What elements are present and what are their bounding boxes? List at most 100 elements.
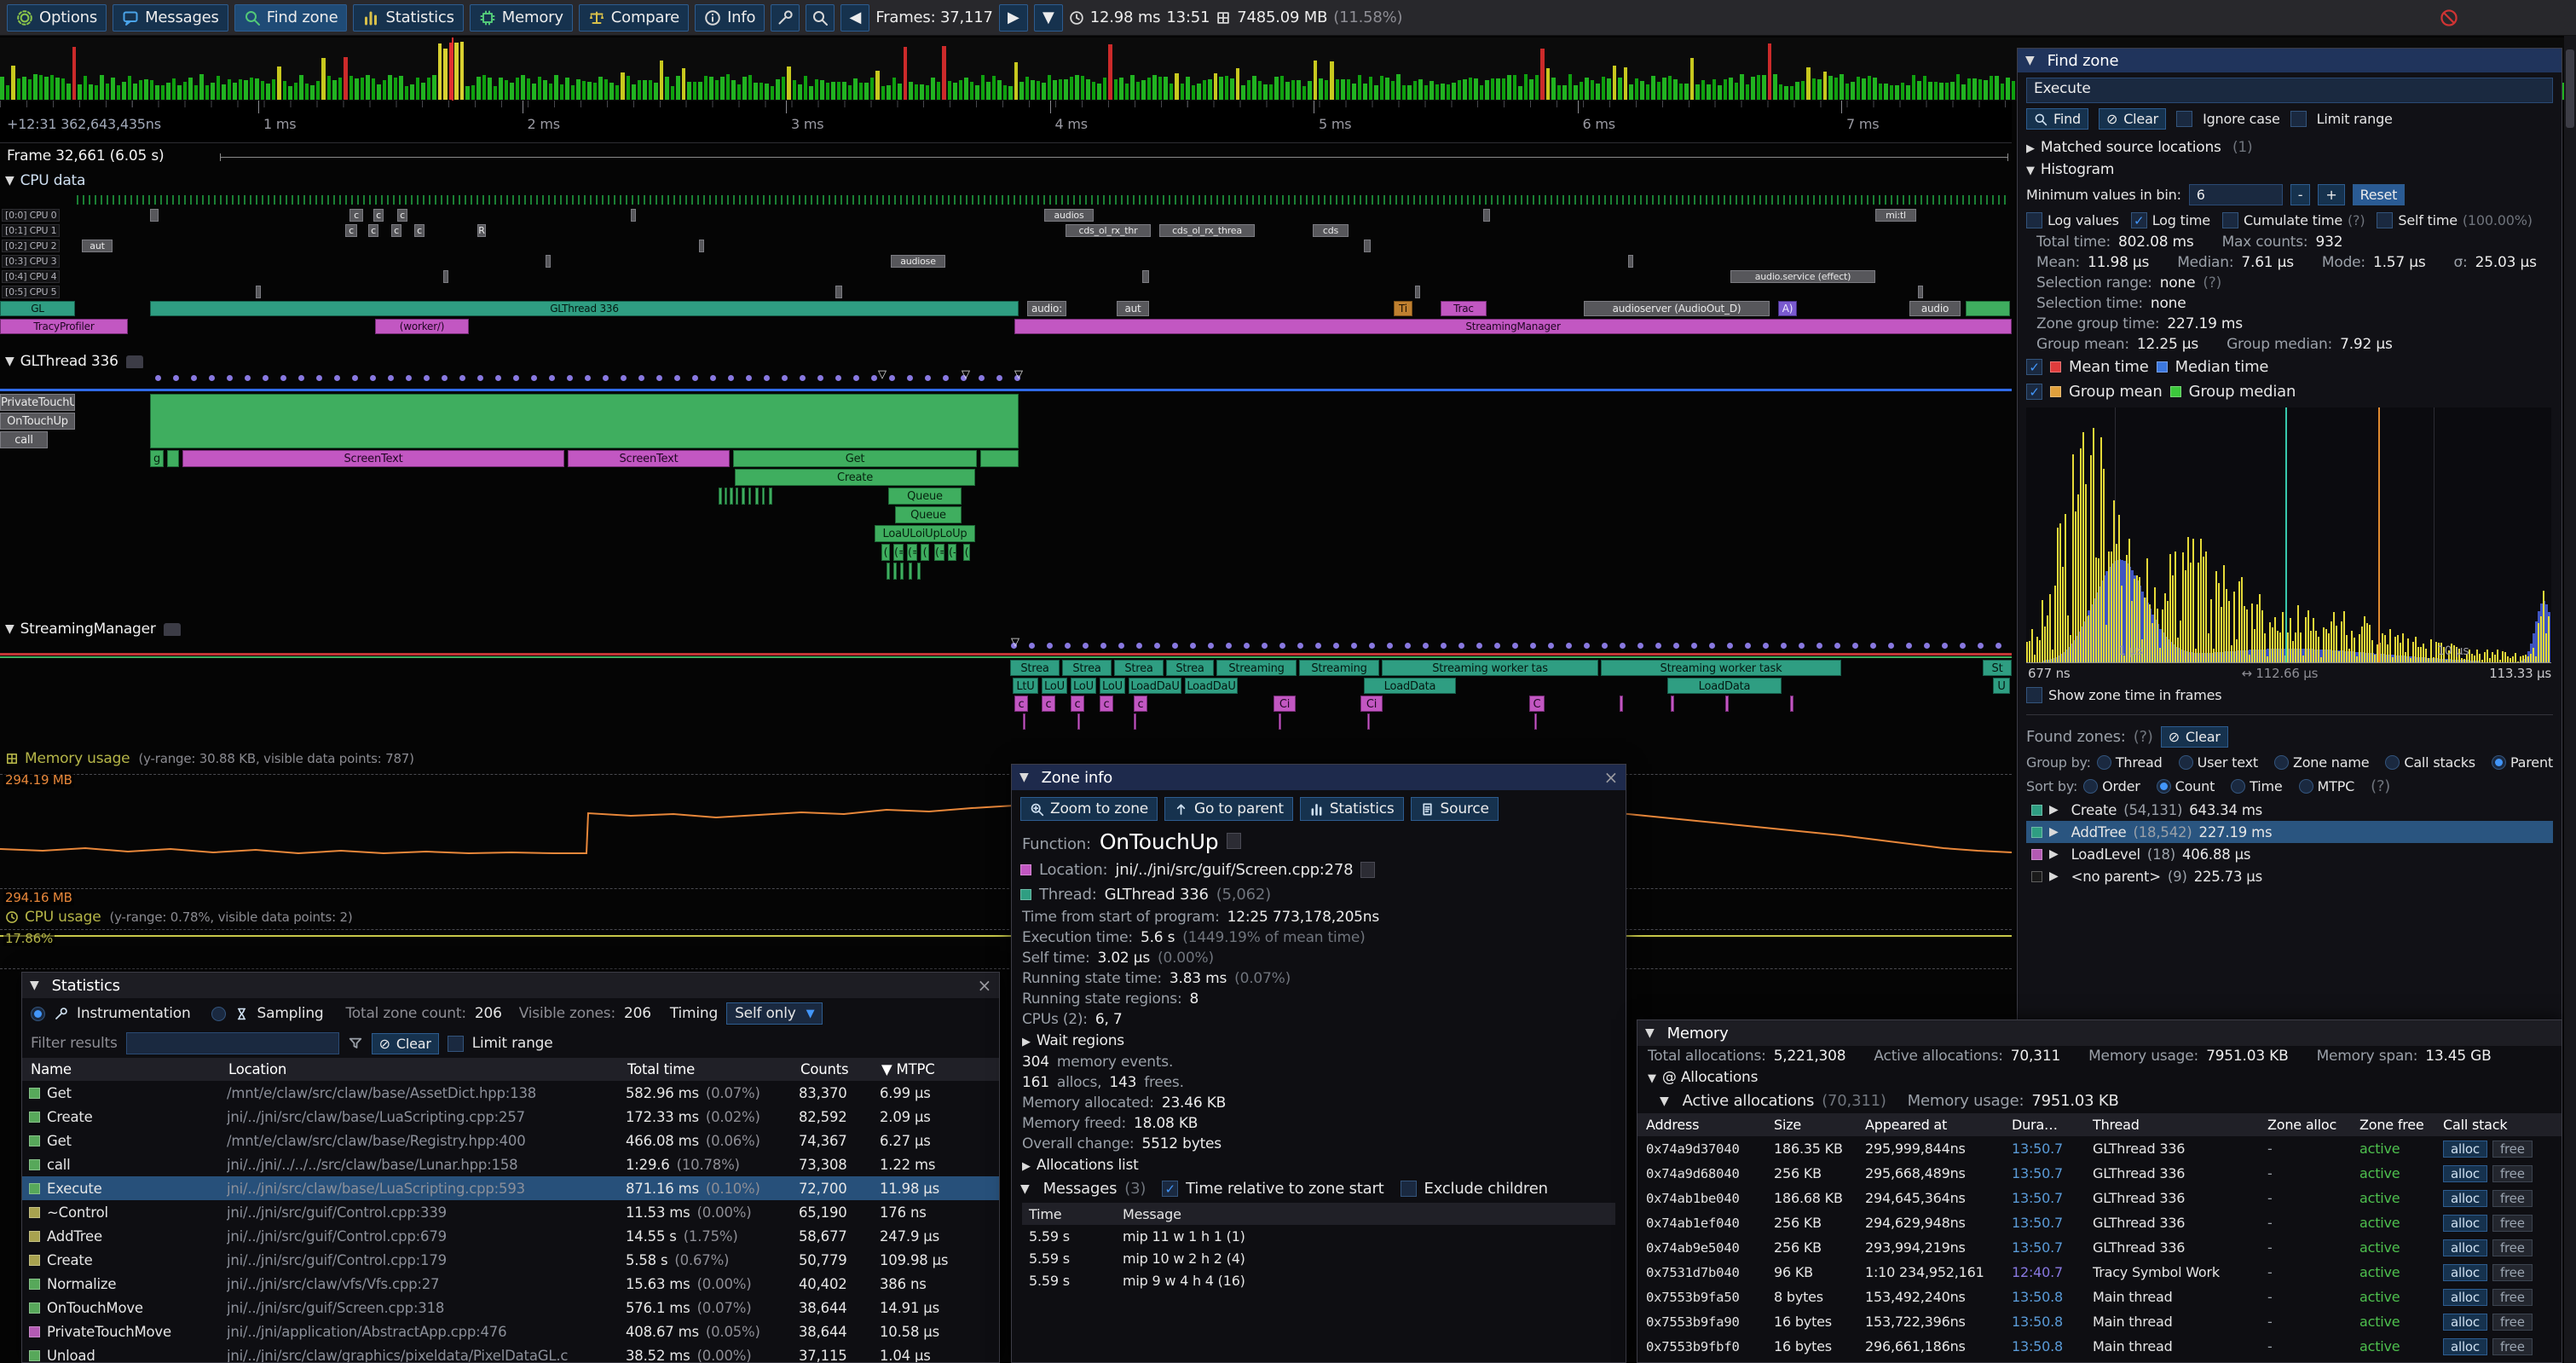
found-zone-group[interactable]: ▶ LoadLevel (18) 406.88 µs <box>2026 843 2553 865</box>
radio-circle[interactable] <box>2491 755 2506 770</box>
message-dot[interactable] <box>979 375 985 381</box>
toolbar-button-statistics[interactable]: Statistics <box>353 3 464 32</box>
column-header-time[interactable]: Time <box>1029 1205 1062 1222</box>
stream-message-dots[interactable]: ▽ <box>0 636 2012 651</box>
radio-thread[interactable]: Thread <box>2096 754 2163 771</box>
timeline-zone[interactable]: LoadDaU <box>1129 678 1181 694</box>
timeline-zone[interactable] <box>1367 713 1370 730</box>
free-callstack-button[interactable]: free <box>2492 1214 2533 1232</box>
app-scrollbar[interactable] <box>2564 36 2576 1363</box>
message-dot[interactable] <box>155 375 161 381</box>
timeline-zone[interactable] <box>730 488 733 505</box>
radio-call-stacks[interactable]: Call stacks <box>2385 754 2475 771</box>
message-dot[interactable] <box>1279 643 1285 649</box>
radio-user-text[interactable]: User text <box>2178 754 2258 771</box>
cpu-zone[interactable]: c <box>345 224 357 237</box>
clear-button[interactable]: ⊘ Clear <box>2098 108 2167 130</box>
cpu-zone[interactable]: audioserver (AudioOut_D) <box>1584 301 1770 316</box>
message-dot[interactable] <box>1960 643 1966 649</box>
min-bin-input[interactable]: 6 <box>2188 184 2283 205</box>
column-header-size[interactable]: Size <box>1774 1117 1802 1133</box>
timeline-zone[interactable]: Streaming worker task <box>1601 660 1841 676</box>
timeline-zone[interactable] <box>725 488 727 505</box>
message-dot[interactable] <box>656 375 662 381</box>
close-icon[interactable]: × <box>1603 767 1618 788</box>
cpu-zone[interactable]: c <box>349 209 363 222</box>
message-dot[interactable] <box>1226 643 1232 649</box>
time-ruler[interactable]: +12:31 362,643,435ns 1 ms 2 ms 3 ms 4 ms 5 m… <box>0 101 2012 143</box>
timeline-zone[interactable]: ( <box>921 544 929 561</box>
active-allocations-line[interactable]: ▼ Active allocations (70,311) Memory usa… <box>1637 1089 2562 1113</box>
message-dot[interactable] <box>1512 643 1518 649</box>
go-to-parent-button[interactable]: Go to parent <box>1164 797 1293 821</box>
column-header-total-time[interactable]: Total time <box>627 1061 696 1077</box>
timeline-zone[interactable] <box>748 488 751 505</box>
radio-circle[interactable] <box>2178 755 2193 770</box>
timeline-zone[interactable]: LoU <box>1100 678 1125 694</box>
message-dot[interactable] <box>531 375 537 381</box>
legend-checkbox[interactable] <box>2026 359 2042 375</box>
message-dot[interactable] <box>996 375 1002 381</box>
allocation-row[interactable]: 0x7553b9fbf0 16 bytes 296,661,186ns 13:50.8… <box>1637 1334 2562 1359</box>
cpu-zone[interactable]: A) <box>1778 301 1797 316</box>
message-dot[interactable] <box>1190 643 1196 649</box>
statistics-row[interactable]: ~Control jni/../jni/src/guif/Control.cpp:… <box>22 1200 999 1224</box>
legend-checkbox[interactable] <box>2026 384 2042 400</box>
exclude-children-checkbox[interactable] <box>1400 1181 1417 1197</box>
alloc-callstack-button[interactable]: alloc <box>2443 1214 2487 1232</box>
timeline-zone[interactable]: LoadDaU <box>1185 678 1238 694</box>
alloc-callstack-button[interactable]: alloc <box>2443 1239 2487 1256</box>
collapse-icon[interactable]: ▼ <box>5 355 14 368</box>
timeline-zone[interactable]: Queue <box>888 488 962 505</box>
message-dot[interactable] <box>424 375 430 381</box>
timeline-zone[interactable]: g <box>150 450 164 467</box>
timeline-zone[interactable] <box>167 450 179 467</box>
radio-circle[interactable] <box>2083 779 2099 794</box>
message-dot[interactable] <box>1799 643 1805 649</box>
message-dot[interactable] <box>853 375 859 381</box>
statistics-row[interactable]: Normalize jni/../jni/src/claw/vfs/Vfs.cpp… <box>22 1272 999 1296</box>
alloc-callstack-button[interactable]: alloc <box>2443 1288 2487 1306</box>
timeline-zone[interactable]: Ci <box>1274 696 1296 712</box>
message-dot[interactable] <box>388 375 394 381</box>
limit-range-checkbox[interactable] <box>2290 111 2307 127</box>
cpu-zone[interactable]: aut <box>82 240 113 252</box>
message-dot[interactable] <box>621 375 627 381</box>
message-dot[interactable] <box>1530 643 1536 649</box>
message-row[interactable]: 5.59 s mip 10 w 2 h 2 (4) <box>1022 1247 1615 1269</box>
message-dot[interactable] <box>1691 643 1697 649</box>
message-dot[interactable] <box>1816 643 1822 649</box>
radio-circle[interactable] <box>2273 755 2289 770</box>
allocation-row[interactable]: 0x7553b9fa90 16 bytes 153,722,396ns 13:50.8… <box>1637 1309 2562 1334</box>
radio-circle[interactable] <box>2156 779 2171 794</box>
statistics-row[interactable]: Get/mnt/e/claw/src/claw/base/Registry.hp… <box>22 1129 999 1152</box>
timeline-zone[interactable] <box>769 488 772 505</box>
column-header-counts[interactable]: Counts <box>800 1061 849 1077</box>
show-zone-time-checkbox[interactable] <box>2026 687 2042 703</box>
message-dot[interactable] <box>585 375 591 381</box>
memory-titlebar[interactable]: ▼ Memory <box>1637 1020 2562 1046</box>
cpu-zone[interactable]: audio.service (effect) <box>1730 270 1875 283</box>
matched-locations-collapser[interactable]: ▶ Matched source locations (1) <box>2026 139 2253 156</box>
column-header-dura-[interactable]: Dura… <box>2012 1117 2058 1133</box>
radio-circle[interactable] <box>2298 779 2313 794</box>
timeline-zone[interactable] <box>1077 713 1080 730</box>
timeline-zone[interactable]: c <box>1071 696 1084 712</box>
zone-marker[interactable]: ▽ <box>1011 636 1019 649</box>
message-row[interactable]: 5.59 s mip 11 w 1 h 1 (1) <box>1022 1225 1615 1247</box>
message-dot[interactable] <box>1906 643 1912 649</box>
message-dot[interactable] <box>370 375 376 381</box>
timeline-zone[interactable]: Streaming <box>1299 660 1379 676</box>
time-relative-checkbox[interactable] <box>1162 1181 1179 1197</box>
expand-icon[interactable]: ▶ <box>2049 847 2059 861</box>
message-dot[interactable] <box>1011 643 1017 649</box>
message-dot[interactable] <box>1476 643 1482 649</box>
collapse-icon[interactable]: ▼ <box>30 979 39 992</box>
statistics-titlebar[interactable]: ▼ Statistics × <box>22 973 999 998</box>
message-dot[interactable] <box>1262 643 1268 649</box>
free-callstack-button[interactable]: free <box>2492 1164 2533 1182</box>
cpu-zone[interactable]: Ti <box>1394 301 1412 316</box>
column-header-message[interactable]: Message <box>1123 1205 1181 1222</box>
message-dot[interactable] <box>513 375 519 381</box>
streaming-header[interactable]: ▼ StreamingManager <box>5 621 181 638</box>
